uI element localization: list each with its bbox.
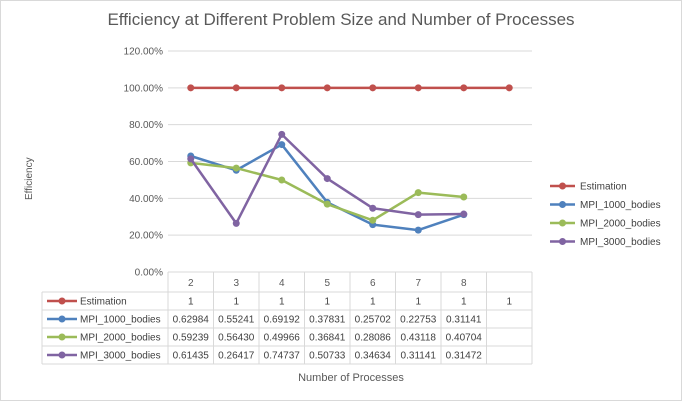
series-line (190, 161, 464, 222)
table-cell-value: 0.56430 (218, 333, 255, 344)
data-point (323, 84, 331, 92)
table-cell-value: 0.55241 (218, 315, 255, 326)
data-point (414, 226, 422, 234)
data-point (414, 84, 422, 92)
data-point (369, 84, 377, 92)
y-tick-label: 60.00% (129, 157, 163, 168)
chart-title: Efficiency at Different Problem Size and… (107, 10, 575, 29)
table-cell-value: 0.37831 (309, 315, 346, 326)
data-point (323, 200, 331, 208)
table-cell-value: 1 (370, 297, 376, 308)
legend-key-marker (559, 238, 566, 245)
y-tick-label: 40.00% (129, 194, 163, 205)
legend-key-marker (559, 182, 566, 190)
table-legend-key-marker (58, 351, 66, 359)
y-tick-label: 0.00% (135, 268, 163, 279)
legend-label: MPI_1000_bodies (580, 200, 661, 211)
x-tick-label: 3 (233, 278, 239, 289)
x-tick-label: 2 (188, 278, 194, 289)
legend-label: MPI_3000_bodies (580, 237, 661, 248)
data-point (460, 84, 468, 92)
data-point (278, 141, 286, 149)
data-point (369, 216, 377, 224)
table-cell-value: 1 (279, 297, 285, 308)
series-MPI_1000_bodies (187, 141, 468, 234)
table-cell-value: 1 (233, 297, 239, 308)
series-MPI_3000_bodies (187, 130, 468, 227)
table-series-name: MPI_2000_bodies (80, 333, 161, 344)
data-point (505, 84, 513, 92)
data-table: 2 3 4 5 6 7 8 Estimation 1 1 1 1 1 1 1 1 MPI_1000_bodies… (41, 271, 533, 365)
legend-label: Estimation (580, 182, 627, 193)
table-cell-value: 0.36841 (309, 333, 346, 344)
table-cell-value: 0.50733 (309, 351, 346, 362)
table-cell-value: 0.22753 (400, 315, 437, 326)
table-cell-value: 0.26417 (218, 351, 255, 362)
data-point (414, 189, 422, 197)
x-tick-label: 7 (415, 278, 421, 289)
table-legend-key-marker (58, 315, 66, 323)
table-cell-value: 0.43118 (401, 333, 437, 344)
data-point (278, 84, 286, 92)
data-point (232, 164, 240, 172)
legend-label: MPI_2000_bodies (580, 219, 661, 230)
x-tick-label: 6 (370, 278, 376, 289)
data-point (232, 219, 240, 227)
table-cell-value: 0.34634 (355, 351, 392, 362)
table-series-name: MPI_3000_bodies (80, 351, 161, 362)
table-cell-value: 0.62984 (173, 315, 210, 326)
table-cell-value: 0.31141 (446, 315, 482, 326)
data-point (278, 130, 286, 138)
table-cell-value: 0.74737 (264, 351, 301, 362)
data-point (187, 155, 195, 163)
table-cell-value: 0.49966 (264, 333, 301, 344)
table-series-name: MPI_1000_bodies (80, 315, 161, 326)
legend: Estimation MPI_1000_bodies MPI_2000_bodies… (550, 182, 661, 248)
x-axis-label: Number of Processes (298, 372, 404, 384)
table-cell-value: 1 (188, 297, 194, 308)
table-legend-key-marker (58, 297, 66, 305)
table-cell-value: 1 (461, 297, 467, 308)
table-series-name: Estimation (80, 297, 127, 308)
data-point (323, 175, 331, 183)
x-tick-label: 4 (279, 278, 285, 289)
data-point (414, 211, 422, 219)
table-cell-value: 0.31141 (401, 351, 437, 362)
table-cell-value: 0.59239 (173, 333, 210, 344)
y-tick-label: 20.00% (129, 231, 163, 242)
table-cell-value: 1 (415, 297, 421, 308)
y-tick-label: 80.00% (129, 120, 163, 131)
x-tick-label: 5 (324, 278, 330, 289)
legend-key-marker (559, 219, 566, 227)
data-point (278, 176, 286, 184)
y-tick-label: 120.00% (124, 47, 164, 58)
table-legend-key-marker (58, 333, 66, 341)
data-point (460, 193, 468, 201)
series-Estimation (187, 84, 513, 92)
table-cell-value: 0.69192 (264, 315, 301, 326)
data-point (232, 84, 240, 92)
legend-key-marker (559, 201, 566, 208)
data-point (187, 84, 195, 92)
table-cell-value: 0.61435 (173, 351, 210, 362)
data-point (460, 210, 468, 218)
table-cell-value: 0.31472 (446, 351, 483, 362)
table-cell-value: 1 (506, 297, 512, 308)
series-MPI_2000_bodies (187, 159, 468, 224)
table-cell-value: 0.40704 (446, 333, 483, 344)
data-point (369, 204, 377, 212)
table-cell-value: 0.25702 (355, 315, 392, 326)
y-tick-label: 100.00% (124, 83, 164, 94)
x-tick-label: 8 (461, 278, 467, 289)
table-cell-value: 0.28086 (355, 333, 392, 344)
table-cell-value: 1 (324, 297, 330, 308)
